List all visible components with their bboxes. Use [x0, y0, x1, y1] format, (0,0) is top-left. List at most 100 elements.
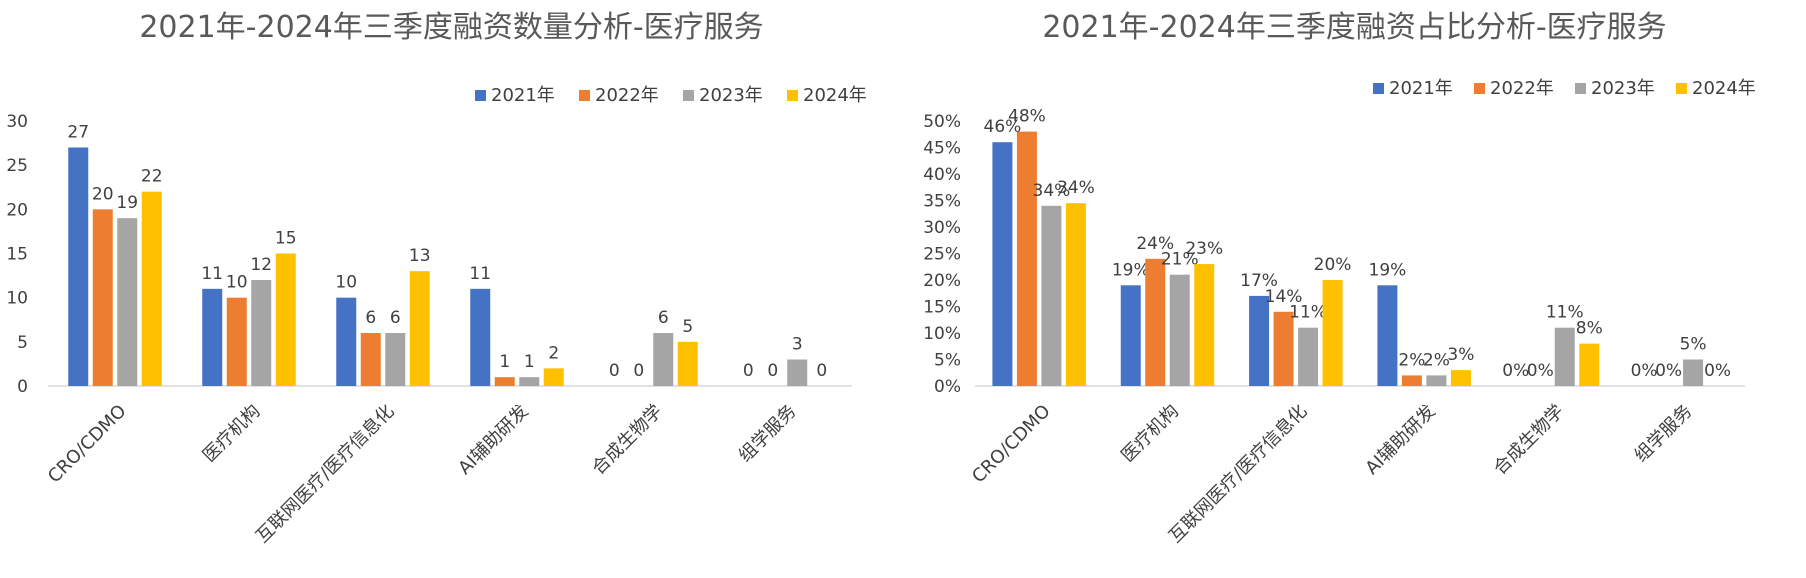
bar	[543, 368, 564, 386]
y-tick-label: 0%	[934, 377, 961, 397]
data-label: 27	[67, 123, 89, 143]
bar	[1579, 343, 1600, 386]
data-label: 0	[767, 361, 778, 381]
x-category-label: 医疗机构	[1117, 401, 1183, 467]
y-tick-label: 15	[6, 245, 28, 265]
legend-label: 2022年	[595, 85, 659, 106]
bar	[1554, 327, 1575, 386]
data-label: 23%	[1185, 239, 1223, 259]
bar	[141, 191, 162, 386]
data-label: 11%	[1546, 303, 1584, 323]
bar	[1683, 359, 1704, 386]
y-tick-label: 35%	[923, 192, 961, 212]
y-tick-label: 5	[17, 333, 28, 353]
data-label: 34%	[1057, 178, 1095, 198]
bar	[787, 359, 808, 386]
bar	[1169, 274, 1190, 386]
y-tick-label: 20	[6, 200, 28, 220]
data-label: 0%	[1704, 361, 1731, 381]
y-tick-label: 20%	[923, 271, 961, 291]
y-tick-label: 15%	[923, 298, 961, 318]
bar	[251, 280, 272, 386]
data-label: 6	[658, 308, 669, 328]
bar	[1249, 295, 1270, 386]
bar	[409, 271, 430, 386]
legend-swatch	[683, 90, 694, 101]
data-label: 2%	[1398, 350, 1425, 370]
x-category-label: 组学服务	[735, 401, 801, 467]
x-category-label: CRO/CDMO	[968, 401, 1055, 488]
x-category-label: 组学服务	[1631, 401, 1697, 467]
data-label: 0	[633, 361, 644, 381]
y-tick-label: 30	[6, 112, 28, 132]
legend-label: 2022年	[1490, 78, 1554, 99]
data-label: 1	[524, 352, 535, 372]
legend-label: 2021年	[1389, 78, 1453, 99]
bar	[117, 218, 138, 386]
bar	[275, 253, 296, 386]
bar	[1065, 203, 1086, 386]
data-label: 6	[390, 308, 401, 328]
legend-swatch	[787, 90, 798, 101]
y-tick-label: 5%	[934, 351, 961, 371]
bar	[226, 297, 247, 386]
y-tick-label: 40%	[923, 165, 961, 185]
bar	[202, 288, 223, 386]
chart-share-svg: 0% 5% 10% 15% 20% 25% 30% 35% 40% 45% 50% 46%48% 34%…	[923, 78, 1756, 547]
legend-swatch	[1373, 83, 1384, 94]
bar	[1194, 264, 1215, 386]
legend-swatch	[1575, 83, 1586, 94]
bar	[385, 333, 406, 386]
bar	[1298, 327, 1319, 386]
bar	[1322, 280, 1343, 386]
legend-label: 2023年	[1591, 78, 1655, 99]
bar	[1041, 205, 1062, 386]
y-tick-label: 25	[6, 156, 28, 176]
bar	[992, 142, 1013, 386]
x-category-label: 医疗机构	[199, 401, 265, 467]
bar	[1273, 311, 1294, 386]
bar	[1120, 285, 1141, 386]
legend-swatch	[1474, 83, 1485, 94]
x-category-label: CRO/CDMO	[44, 401, 131, 488]
data-label: 5%	[1680, 335, 1707, 355]
data-label: 11%	[1289, 303, 1327, 323]
data-label: 24%	[1136, 234, 1174, 254]
data-label: 22	[141, 167, 163, 187]
bar	[519, 377, 540, 386]
y-tick-label: 30%	[923, 218, 961, 238]
bar	[68, 147, 89, 386]
data-label: 34%	[1033, 181, 1071, 201]
legend-label: 2024年	[1692, 78, 1756, 99]
legend-swatch	[475, 90, 486, 101]
data-label: 0%	[1655, 361, 1682, 381]
data-label: 46%	[984, 117, 1022, 137]
data-label: 14%	[1265, 287, 1303, 307]
data-label: 1	[499, 352, 510, 372]
bar	[1450, 370, 1471, 386]
data-label: 10	[226, 273, 248, 293]
data-label: 2	[548, 343, 559, 363]
data-label: 0	[609, 361, 620, 381]
y-tick-label: 0	[17, 377, 28, 397]
bar	[1377, 285, 1398, 386]
chart-count: 2021年-2024年三季度融资数量分析-医疗服务 0 5 10 15 20 25 30 27…	[6, 10, 866, 547]
y-tick-label: 10%	[923, 324, 961, 344]
data-label: 3%	[1447, 345, 1474, 365]
y-tick-label: 25%	[923, 245, 961, 265]
legend-swatch	[579, 90, 590, 101]
bar	[494, 377, 515, 386]
chart-title: 2021年-2024年三季度融资数量分析-医疗服务	[139, 10, 764, 45]
bar	[1426, 375, 1447, 386]
y-tick-label: 45%	[923, 139, 961, 159]
data-label: 15	[275, 229, 297, 249]
data-label: 11	[469, 264, 491, 284]
bar	[360, 333, 381, 386]
data-label: 12	[250, 255, 272, 275]
data-label: 6	[365, 308, 376, 328]
bar	[1401, 375, 1422, 386]
bar	[470, 288, 491, 386]
data-label: 0	[816, 361, 827, 381]
x-category-label: AI辅助研发	[1361, 401, 1439, 479]
